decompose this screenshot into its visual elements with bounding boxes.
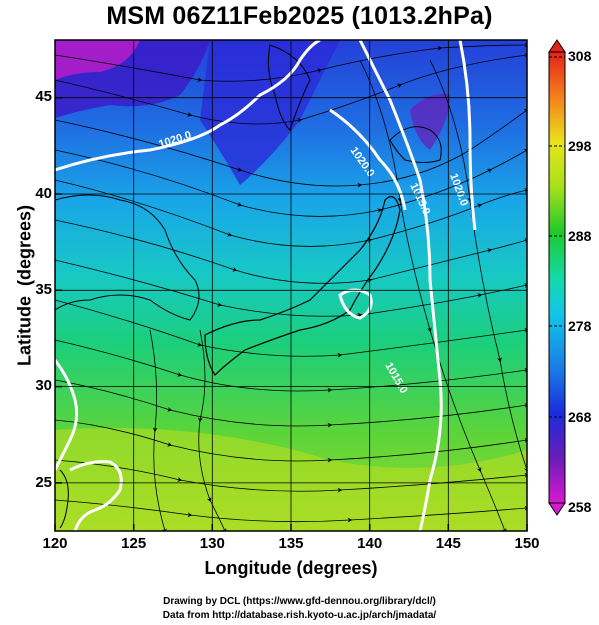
taiwan-coast bbox=[59, 469, 69, 529]
coldest-region bbox=[55, 40, 140, 80]
x-tick-label: 140 bbox=[357, 535, 383, 552]
colorbar bbox=[548, 39, 566, 516]
x-tick-label: 130 bbox=[199, 535, 225, 552]
colorbar-tick-label: 278 bbox=[568, 318, 592, 334]
y-tick-label: 35 bbox=[35, 281, 52, 298]
colorbar-top-triangle bbox=[548, 39, 566, 53]
colorbar-tick-label: 288 bbox=[568, 228, 592, 244]
y-tick-label: 40 bbox=[35, 185, 52, 202]
x-tick-label: 145 bbox=[435, 535, 461, 552]
korea-coast bbox=[55, 194, 200, 321]
x-tick-label: 120 bbox=[42, 535, 68, 552]
colorbar-tick-label: 268 bbox=[568, 409, 592, 425]
credit-data: Data from http://database.rish.kyoto-u.a… bbox=[162, 610, 437, 621]
page-title: MSM 06Z11Feb2025 (1013.2hPa) bbox=[106, 2, 493, 30]
gridlines bbox=[55, 40, 527, 531]
plot-area: 1020.0 1020.0 1020.0 1015.0 1015.0 bbox=[55, 40, 527, 531]
axis-ticks bbox=[54, 96, 528, 531]
x-tick-label: 125 bbox=[121, 535, 147, 552]
y-tick-label: 45 bbox=[35, 88, 52, 105]
colorbar-bottom-triangle bbox=[548, 502, 566, 516]
isobars bbox=[55, 40, 477, 531]
y-tick-label: 30 bbox=[35, 377, 52, 394]
credit-drawing: Drawing by DCL (https://www.gfd-dennou.o… bbox=[163, 596, 436, 607]
y-tick-label: 25 bbox=[35, 474, 52, 491]
colorbar-tick-label: 258 bbox=[568, 499, 592, 515]
colorbar-tick-label: 308 bbox=[568, 48, 592, 64]
x-tick-label: 150 bbox=[514, 535, 540, 552]
y-axis-label: Latitude (degrees) bbox=[14, 204, 35, 367]
colorbar-tick-label: 298 bbox=[568, 138, 592, 154]
colorbar-bar bbox=[548, 51, 566, 504]
x-tick-label: 135 bbox=[278, 535, 304, 552]
x-axis-label: Longitude (degrees) bbox=[204, 558, 378, 578]
